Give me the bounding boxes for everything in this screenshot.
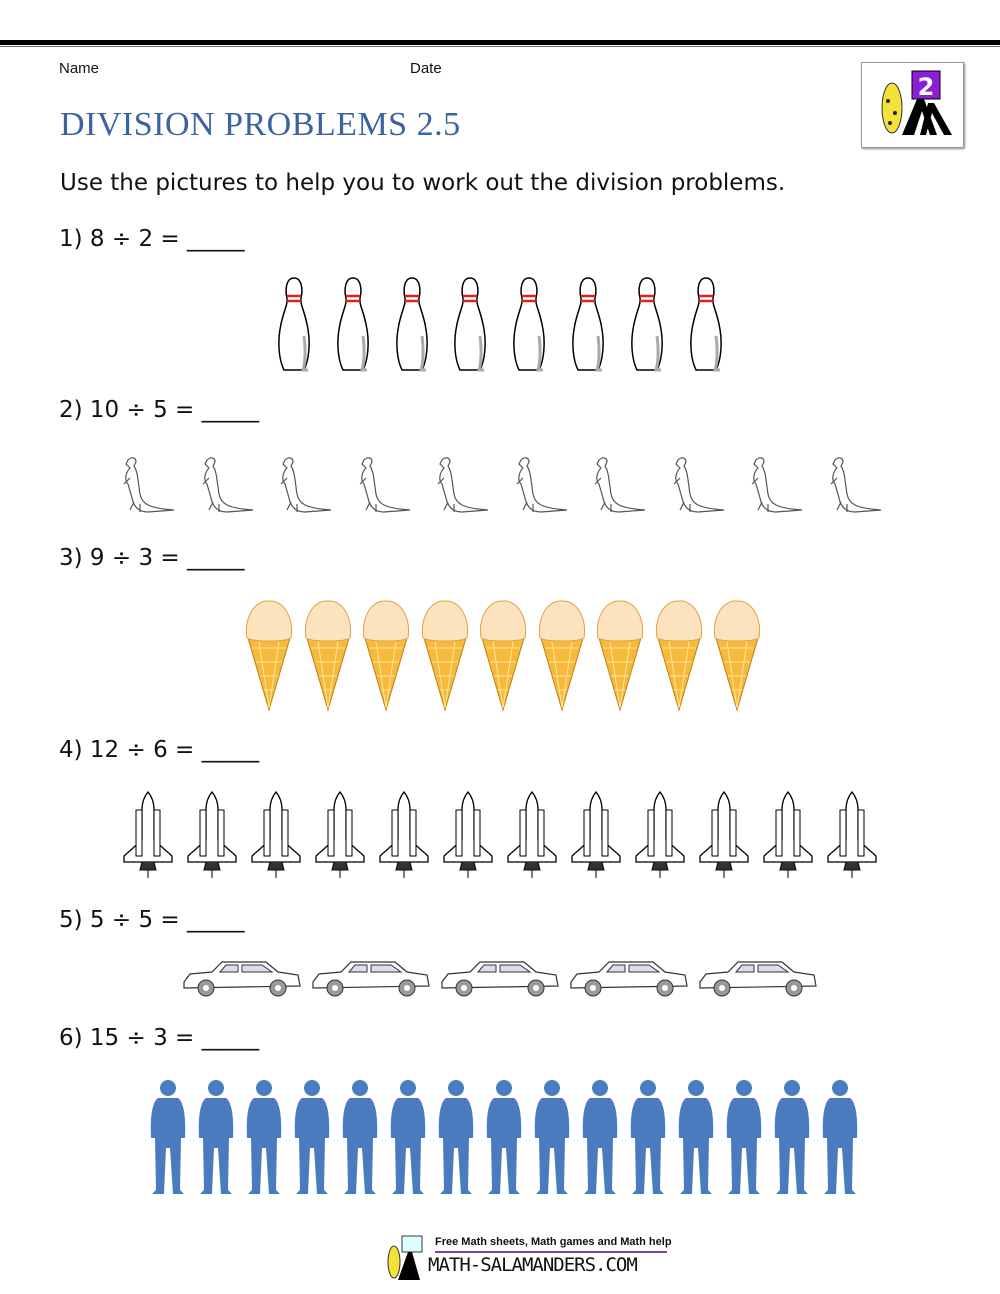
lizard-icon (830, 457, 881, 513)
person-silhouette-icon (534, 1080, 570, 1194)
ice-cream-cone-icon (596, 600, 644, 712)
lizard-icon (123, 457, 175, 513)
person-silhouette-icon (246, 1080, 282, 1194)
space-shuttle-icon (699, 790, 749, 878)
lizard-icon (359, 457, 410, 513)
ice-cream-cone-icon (245, 600, 293, 712)
bowling-pin-icon (336, 277, 369, 372)
person-silhouette-icon (342, 1080, 378, 1194)
space-shuttle-icon (315, 790, 365, 878)
space-shuttle-icon (187, 790, 237, 878)
svg-text:2: 2 (918, 73, 935, 101)
space-shuttle-icon (123, 790, 173, 878)
salamander-logo: 2 (861, 62, 964, 148)
ice-cream-cone-icon (362, 600, 410, 712)
space-shuttle-icon (507, 790, 557, 878)
problem-5: 5) 5 ÷ 5 = _____ (59, 907, 245, 933)
space-shuttle-icon (827, 790, 877, 878)
ice-cream-cone-icon (538, 600, 585, 712)
lizard-icon (202, 457, 253, 513)
ice-cream-cone-icon (479, 600, 527, 712)
car-icon (570, 961, 688, 997)
space-shuttle-icon (251, 790, 301, 878)
space-shuttle-icon (379, 790, 429, 878)
problem-1: 1) 8 ÷ 2 = _____ (59, 226, 245, 252)
name-label: Name (59, 60, 100, 77)
bowling-pin-icon (572, 277, 604, 372)
ice-cream-cone-icon (655, 600, 702, 712)
space-shuttle-icon (443, 790, 493, 878)
person-silhouette-icon (390, 1080, 426, 1194)
person-silhouette-icon (822, 1080, 858, 1194)
car-icon (183, 961, 301, 997)
lizard-icon (594, 457, 646, 513)
problem-4: 4) 12 ÷ 6 = _____ (59, 737, 260, 763)
bowling-pin-icon (513, 277, 546, 372)
bowling-pin-icon (630, 277, 663, 372)
footer-tagline: Free Math sheets, Math games and Math he… (435, 1236, 672, 1248)
lizard-icon (437, 457, 489, 513)
space-shuttle-icon (763, 790, 813, 878)
space-shuttle-icon (571, 790, 621, 878)
instructions: Use the pictures to help you to work out… (60, 170, 786, 196)
ice-cream-cone-icon (421, 600, 468, 712)
car-icon (441, 961, 559, 997)
person-silhouette-icon (774, 1080, 810, 1194)
person-silhouette-icon (582, 1080, 618, 1194)
person-silhouette-icon (630, 1080, 666, 1194)
space-shuttle-icon (635, 790, 685, 878)
person-silhouette-icon (150, 1080, 186, 1194)
person-silhouette-icon (678, 1080, 714, 1194)
lizard-icon (673, 457, 724, 513)
problem-2: 2) 10 ÷ 5 = _____ (59, 397, 260, 423)
top-rule (0, 40, 1000, 45)
person-silhouette-icon (198, 1080, 234, 1194)
bowling-pin-icon (689, 277, 722, 372)
footer-divider (435, 1251, 667, 1253)
top-rule-thin (0, 46, 1000, 47)
lizard-icon (516, 457, 567, 513)
bowling-pin-icon (395, 277, 428, 372)
problem-6: 6) 15 ÷ 3 = _____ (59, 1025, 260, 1051)
car-icon (699, 961, 817, 997)
bowling-pin-icon (278, 277, 310, 372)
lizard-icon (751, 457, 803, 513)
person-silhouette-icon (486, 1080, 522, 1194)
bowling-pin-icon (454, 277, 487, 372)
person-silhouette-icon (726, 1080, 762, 1194)
person-silhouette-icon (294, 1080, 330, 1194)
footer-brand: MATH-SALAMANDERS.COM (428, 1254, 638, 1276)
lizard-icon (280, 457, 332, 513)
problem-3: 3) 9 ÷ 3 = _____ (59, 545, 245, 571)
ice-cream-cone-icon (713, 600, 761, 712)
date-label: Date (410, 60, 442, 77)
footer-logo: Free Math sheets, Math games and Math he… (380, 1232, 680, 1282)
car-icon (312, 961, 430, 997)
page-title: DIVISION PROBLEMS 2.5 (60, 106, 461, 143)
ice-cream-cone-icon (304, 600, 351, 712)
person-silhouette-icon (438, 1080, 474, 1194)
